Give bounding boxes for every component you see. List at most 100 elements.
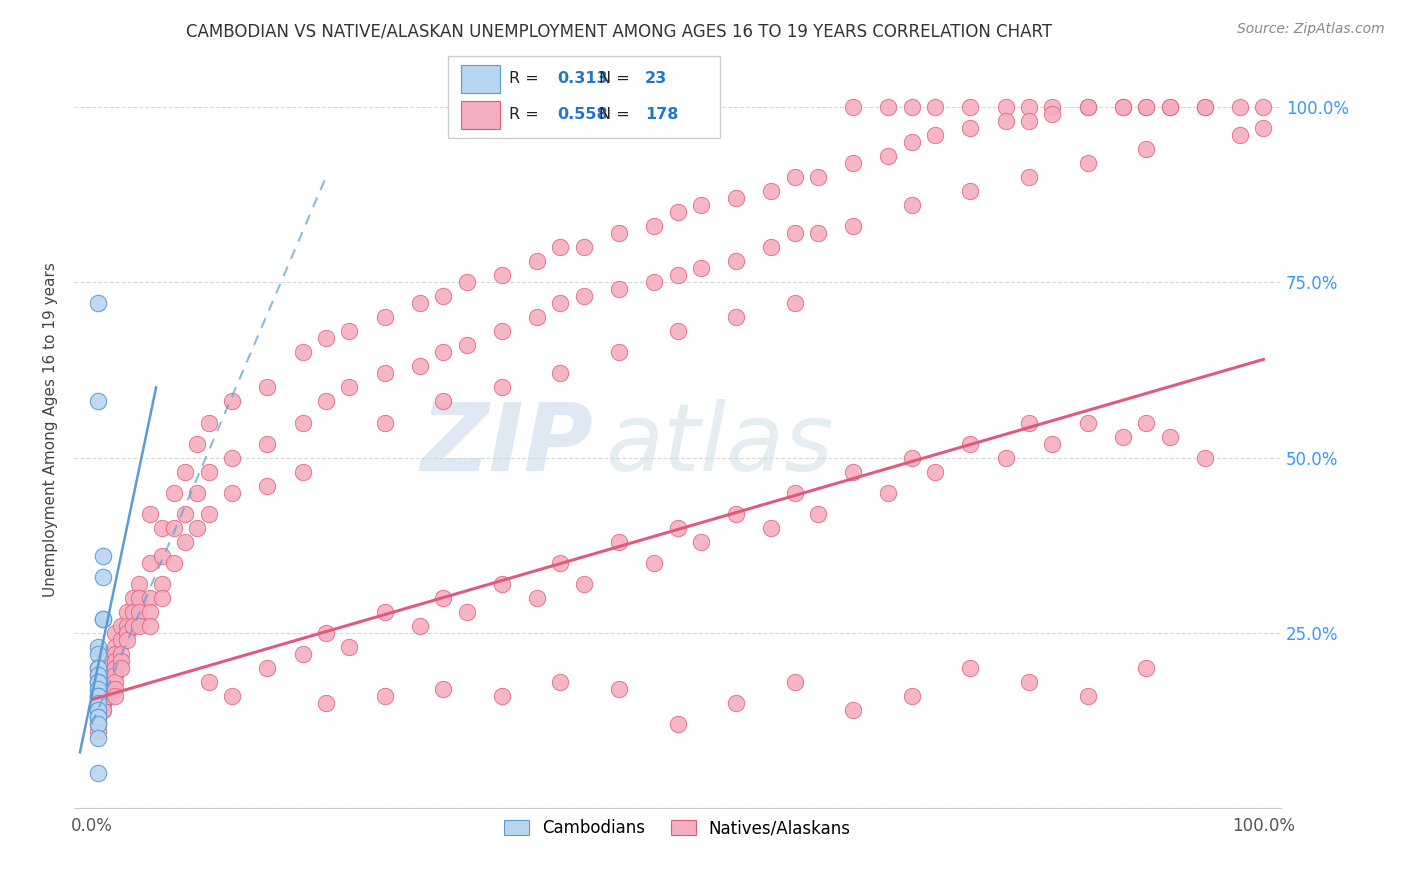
Point	[994, 450, 1017, 465]
Point	[86, 689, 108, 703]
Point	[93, 612, 115, 626]
Point	[1135, 100, 1157, 114]
Point	[1194, 100, 1216, 114]
Point	[339, 640, 361, 654]
Point	[1159, 100, 1181, 114]
Point	[901, 100, 924, 114]
Point	[86, 689, 108, 703]
Point	[374, 310, 396, 325]
Point	[291, 345, 314, 359]
Point	[93, 570, 115, 584]
Point	[86, 710, 108, 724]
Point	[315, 331, 337, 345]
Point	[725, 191, 748, 205]
Point	[1077, 100, 1099, 114]
Point	[456, 275, 478, 289]
Point	[86, 675, 108, 690]
Point	[198, 416, 221, 430]
Point	[110, 661, 132, 675]
Point	[86, 640, 108, 654]
Point	[1159, 429, 1181, 443]
Point	[163, 556, 186, 570]
Point	[959, 661, 981, 675]
Point	[842, 703, 865, 717]
Point	[432, 682, 454, 697]
Point	[115, 605, 138, 619]
Point	[1112, 429, 1135, 443]
Text: R =: R =	[509, 107, 544, 122]
Point	[491, 577, 513, 591]
Point	[98, 647, 121, 661]
Point	[1018, 113, 1040, 128]
Point	[783, 226, 806, 240]
Point	[150, 549, 173, 563]
Point	[86, 710, 108, 724]
Point	[374, 416, 396, 430]
Point	[104, 640, 127, 654]
Point	[783, 675, 806, 690]
Point	[1229, 100, 1251, 114]
Point	[1018, 169, 1040, 184]
Point	[1135, 100, 1157, 114]
Point	[572, 240, 595, 254]
Point	[139, 591, 162, 605]
Point	[291, 647, 314, 661]
Point	[221, 450, 243, 465]
Point	[121, 605, 143, 619]
Point	[86, 668, 108, 682]
Point	[374, 605, 396, 619]
Point	[842, 100, 865, 114]
Point	[526, 254, 548, 268]
Point	[842, 465, 865, 479]
Point	[174, 465, 197, 479]
Point	[86, 661, 108, 675]
Point	[86, 682, 108, 697]
Point	[86, 647, 108, 661]
Point	[93, 612, 115, 626]
Text: R =: R =	[509, 71, 544, 87]
Point	[86, 717, 108, 731]
Point	[186, 485, 208, 500]
Point	[86, 731, 108, 746]
Point	[221, 394, 243, 409]
Point	[783, 485, 806, 500]
Point	[86, 394, 108, 409]
Point	[761, 240, 783, 254]
Point	[1077, 689, 1099, 703]
Point	[1159, 100, 1181, 114]
Text: 23: 23	[645, 71, 668, 87]
Point	[901, 450, 924, 465]
Point	[110, 633, 132, 648]
Point	[115, 633, 138, 648]
Point	[877, 485, 900, 500]
Point	[86, 710, 108, 724]
Point	[221, 485, 243, 500]
Point	[725, 254, 748, 268]
Point	[104, 689, 127, 703]
Point	[93, 703, 115, 717]
Point	[409, 296, 432, 310]
Point	[550, 240, 572, 254]
Point	[104, 682, 127, 697]
Point	[690, 534, 713, 549]
Text: 0.313: 0.313	[557, 71, 607, 87]
Point	[86, 766, 108, 780]
Point	[725, 696, 748, 710]
Point	[725, 507, 748, 521]
Point	[139, 556, 162, 570]
Point	[98, 668, 121, 682]
Point	[93, 696, 115, 710]
Point	[104, 668, 127, 682]
Point	[807, 169, 830, 184]
Point	[93, 696, 115, 710]
Point	[1112, 100, 1135, 114]
Point	[783, 296, 806, 310]
Point	[1042, 436, 1064, 450]
Point	[994, 100, 1017, 114]
Point	[86, 703, 108, 717]
Point	[198, 465, 221, 479]
Point	[761, 521, 783, 535]
Point	[163, 521, 186, 535]
Point	[128, 619, 150, 633]
Point	[104, 626, 127, 640]
